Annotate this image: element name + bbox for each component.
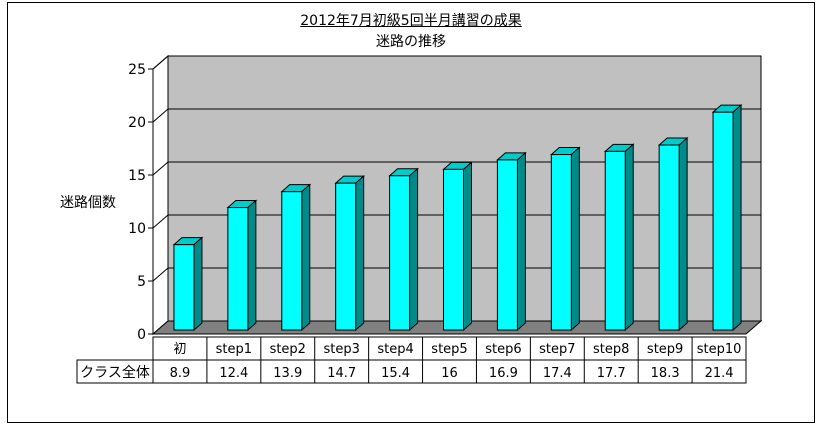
bar [227,207,249,331]
bar [389,175,411,331]
bar-side [463,161,472,332]
bar [658,144,680,331]
y-tick-label: 15 [128,168,146,184]
data-value-label: 17.7 [597,366,626,381]
bar-side [570,146,580,332]
bar [173,244,195,331]
bar [496,159,518,331]
bar-side [247,199,257,332]
x-tick-label: step4 [377,342,413,357]
bar-side [732,104,742,332]
x-tick-label: step7 [539,342,575,357]
bar-side [409,167,419,332]
bar-side [624,143,634,332]
gridline-side [152,108,169,123]
gridline-side [152,161,169,176]
plot-side-wall [152,54,169,336]
bar-side [355,175,365,332]
bar-side [516,151,526,332]
data-value-label: 18.3 [651,366,680,381]
y-tick-label: 25 [128,62,146,78]
x-tick-label: step3 [323,342,359,357]
data-value-label: 15.4 [381,366,410,381]
x-tick-label: step9 [647,342,683,357]
bar [335,182,357,331]
data-value-label: 16.9 [489,366,518,381]
data-value-label: 13.9 [273,366,302,381]
bar [550,154,572,331]
y-axis-label: 迷路個数 [60,195,116,211]
data-value-label: 16 [441,366,458,381]
x-tick-label: step10 [697,342,742,357]
x-tick-label: step8 [593,342,629,357]
data-value-label: 21.4 [705,366,734,381]
x-tick-label: step2 [270,342,306,357]
y-tick-label: 5 [137,274,146,290]
bar-side [193,236,203,332]
bar [281,191,303,331]
data-value-label: 17.4 [543,366,572,381]
data-value-label: 12.4 [219,366,248,381]
bar [443,168,464,331]
chart-subtitle: 迷路の推移 [376,34,446,50]
y-tick-label: 0 [137,327,146,343]
x-tick-label: step6 [485,342,521,357]
x-tick-label: step1 [216,342,252,357]
gridline-side [152,214,169,229]
y-tick-label: 10 [128,221,146,237]
bar-side [301,183,311,332]
x-tick-label: 初 [173,342,186,357]
y-tick-label: 20 [128,115,146,131]
data-value-label: 8.9 [170,366,191,381]
bar [712,111,734,331]
data-value-label: 14.7 [327,366,356,381]
gridline-side [152,267,169,282]
bar [604,150,626,331]
bar-side [678,136,688,332]
chart-title: 2012年7月初級5回半月講習の成果 [300,13,522,29]
x-tick-label: step5 [431,342,467,357]
gridline-side [152,55,169,70]
series-name-label: クラス全体 [80,364,150,381]
